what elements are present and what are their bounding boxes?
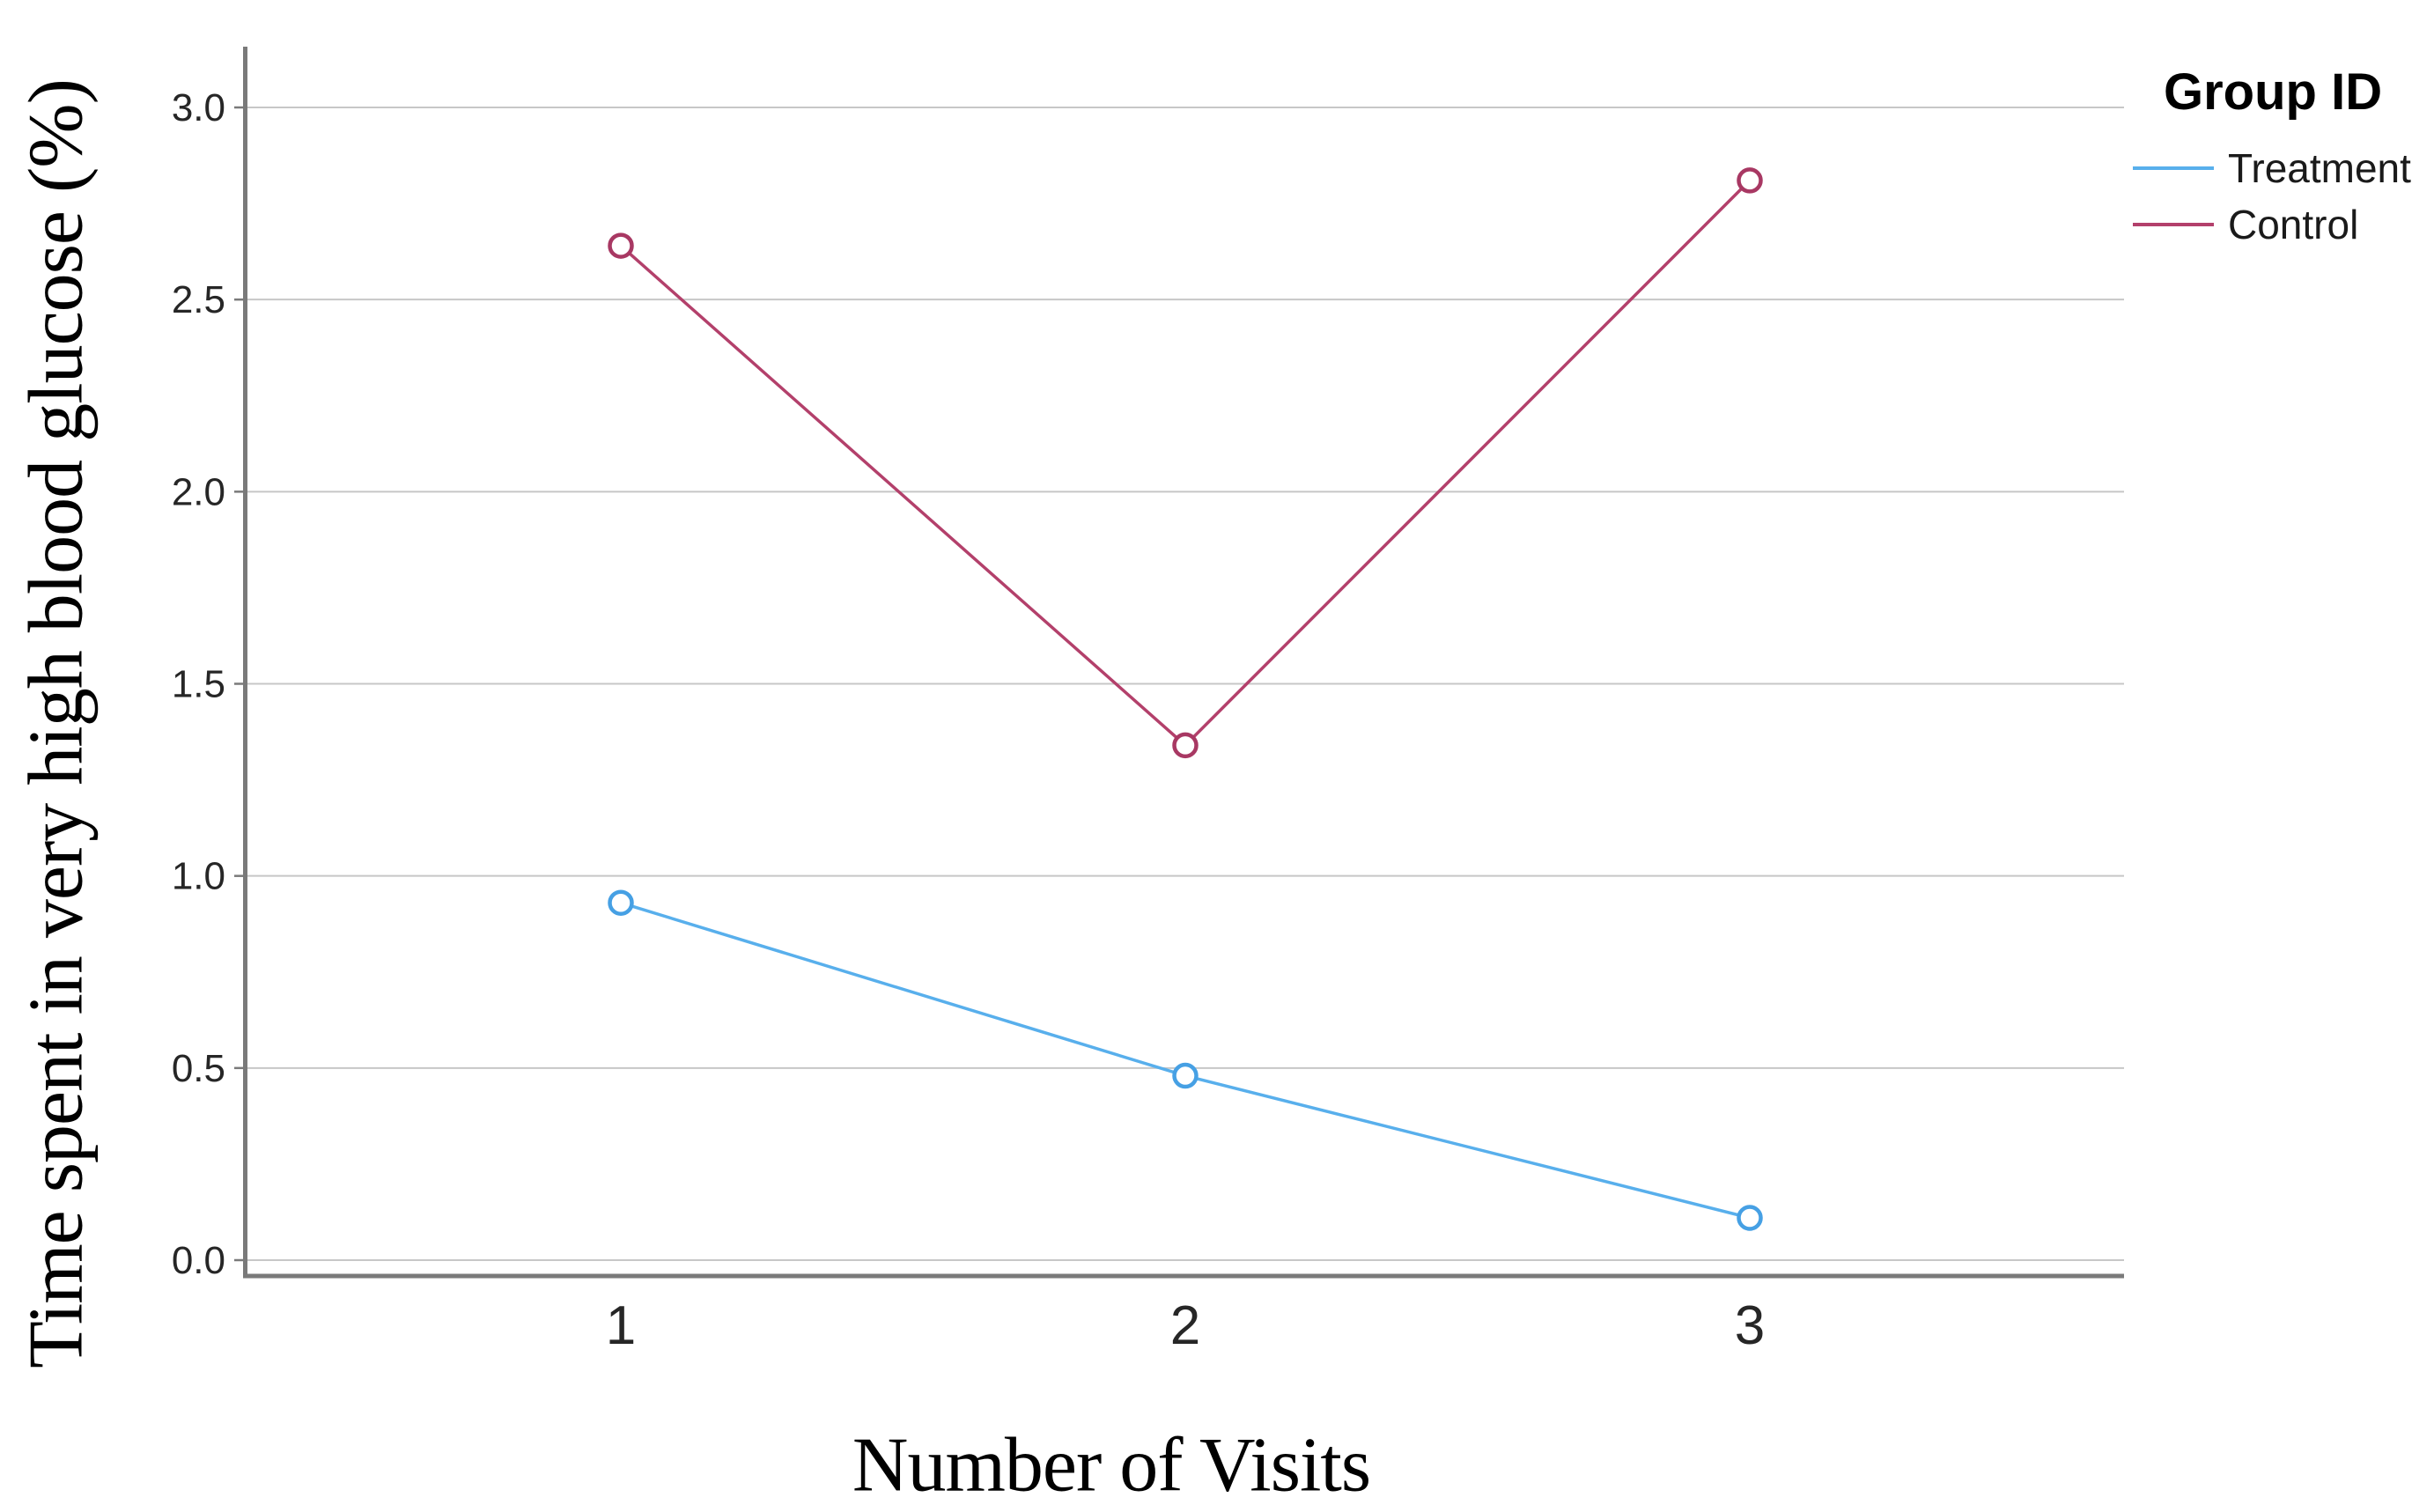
y-tick-label: 0.0 bbox=[172, 1239, 225, 1282]
y-tick-label: 0.5 bbox=[172, 1047, 225, 1090]
marker-treatment-2 bbox=[1172, 1062, 1199, 1089]
y-tick-label: 1.5 bbox=[172, 663, 225, 706]
legend: Group ID Treatment Control bbox=[2133, 67, 2411, 261]
legend-swatch-control-icon bbox=[2133, 223, 2214, 226]
legend-swatch-treatment-icon bbox=[2133, 166, 2214, 170]
y-tick-label: 1.0 bbox=[172, 855, 225, 898]
marker-control-2 bbox=[1172, 732, 1199, 759]
legend-label-control: Control bbox=[2228, 202, 2359, 247]
marker-treatment-1 bbox=[608, 889, 634, 916]
y-tick-label: 2.5 bbox=[172, 278, 225, 321]
series-line-treatment bbox=[620, 901, 1751, 1220]
legend-item-treatment: Treatment bbox=[2133, 145, 2411, 191]
x-tick-label: 1 bbox=[606, 1295, 636, 1356]
legend-title: Group ID bbox=[2164, 63, 2383, 121]
marker-control-1 bbox=[608, 232, 634, 259]
series-line-control bbox=[619, 179, 1752, 748]
marker-treatment-3 bbox=[1737, 1205, 1763, 1231]
x-tick-label: 2 bbox=[1170, 1295, 1200, 1356]
y-tick-label: 3.0 bbox=[172, 86, 225, 129]
legend-item-control: Control bbox=[2133, 202, 2411, 247]
y-tick-label: 2.0 bbox=[172, 470, 225, 513]
x-axis-title: Number of Visits bbox=[852, 1422, 1371, 1508]
legend-label-treatment: Treatment bbox=[2228, 145, 2411, 191]
marker-control-3 bbox=[1737, 167, 1763, 194]
y-axis-title: Time spent in very high blood glucose (%… bbox=[13, 79, 100, 1368]
x-tick-label: 3 bbox=[1735, 1295, 1765, 1356]
